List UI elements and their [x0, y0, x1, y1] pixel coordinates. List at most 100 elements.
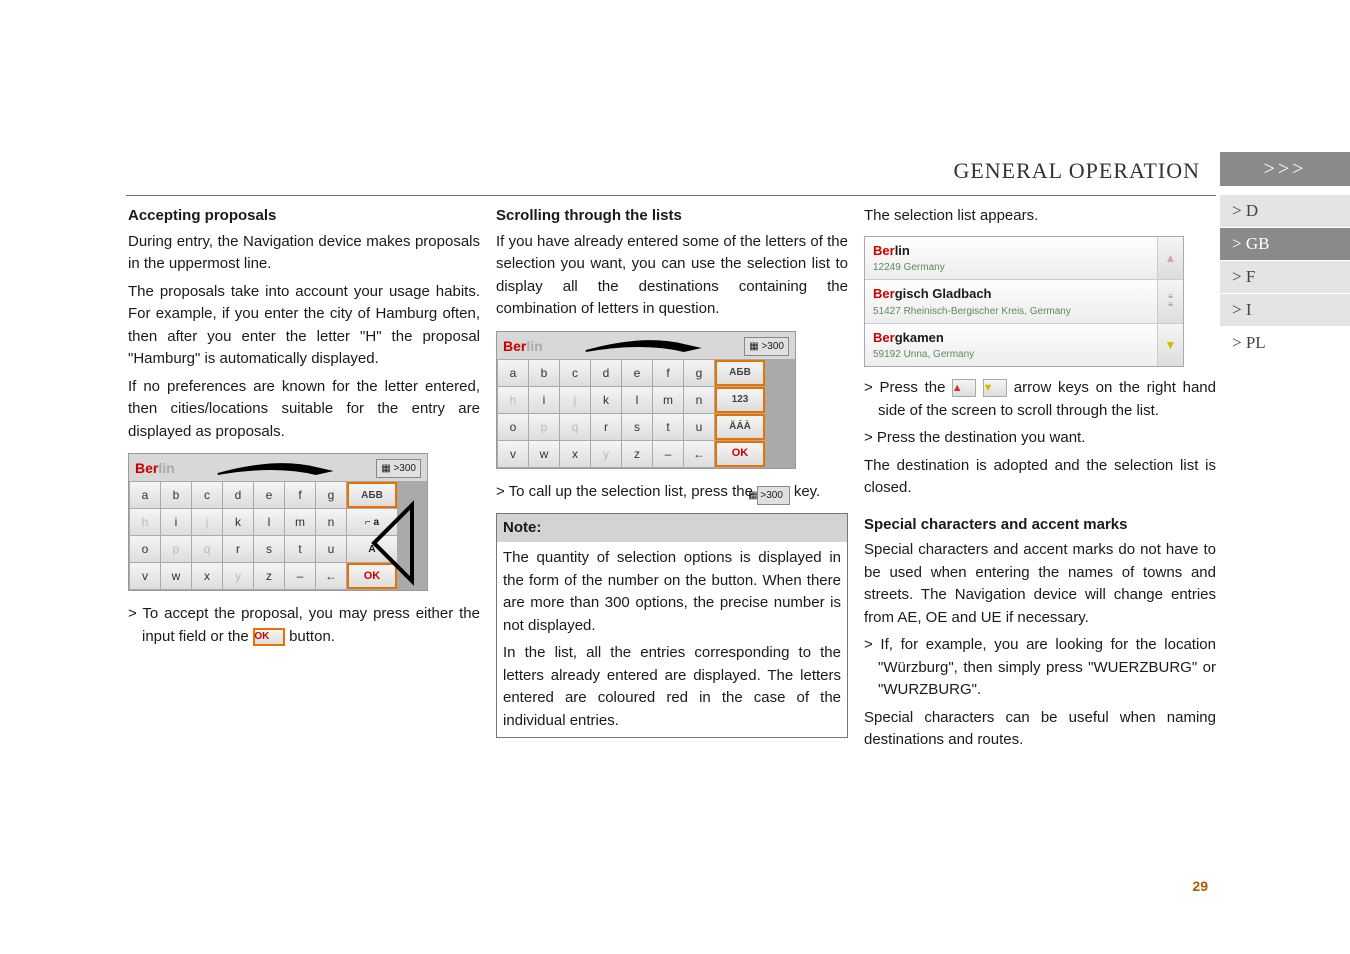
kb-input: Berlin [135, 458, 175, 479]
kb-key: r [223, 536, 253, 562]
list-item: Berlin12249 Germany▲ [865, 237, 1183, 281]
list-count-badge: ▦ >300 [376, 459, 421, 478]
kb-key: o [498, 414, 528, 440]
chapter-arrow: >>> [1220, 152, 1350, 186]
text: > Press the [864, 379, 952, 396]
kb-key: c [560, 360, 590, 386]
lang-tab: > F [1220, 261, 1350, 294]
kb-key: j [560, 387, 590, 413]
kb-key: x [560, 441, 590, 467]
kb-key: d [223, 482, 253, 508]
kb-key: y [223, 563, 253, 589]
kb-side-key: ÄÁÀ [715, 414, 765, 440]
kb-key: m [653, 387, 683, 413]
list-item: Bergkamen59192 Unna, Germany▼ [865, 324, 1183, 367]
text: If you have already entered some of the … [496, 231, 848, 321]
scroll-up-icon: ▲ [1157, 237, 1183, 280]
text: key. [794, 483, 820, 500]
note-heading: Note: [496, 513, 848, 543]
note-body: The quantity of selection options is dis… [496, 542, 848, 738]
kb-key: q [192, 536, 222, 562]
text: Special characters and accent marks do n… [864, 539, 1216, 629]
kb-key: j [192, 509, 222, 535]
lang-tab: > D [1220, 195, 1350, 228]
selection-list-screenshot: Berlin12249 Germany▲Bergisch Gladbach514… [864, 236, 1184, 368]
kb-key: d [591, 360, 621, 386]
kb-key: h [130, 509, 160, 535]
kb-key: h [498, 387, 528, 413]
kb-key: t [653, 414, 683, 440]
kb-key: z [622, 441, 652, 467]
language-tabs: > D> GB> F> I> PL [1220, 195, 1350, 360]
column-1: Accepting proposals During entry, the Na… [128, 205, 480, 757]
kb-side-key: OK [347, 563, 397, 589]
kb-key: y [591, 441, 621, 467]
kb-key: – [653, 441, 683, 467]
kb-key: i [161, 509, 191, 535]
swoosh-icon [549, 338, 739, 354]
kb-key: w [161, 563, 191, 589]
kb-key: t [285, 536, 315, 562]
kb-side-key: 123 [715, 387, 765, 413]
kb-key: g [684, 360, 714, 386]
kb-key: l [254, 509, 284, 535]
kb-key: p [529, 414, 559, 440]
text: The quantity of selection options is dis… [503, 547, 841, 637]
up-arrow-icon: ▲ [952, 379, 976, 397]
kb-key: b [529, 360, 559, 386]
list-count-badge: ▦ >300 [744, 337, 789, 356]
kb-key: g [316, 482, 346, 508]
kb-key: e [254, 482, 284, 508]
heading-accepting: Accepting proposals [128, 205, 480, 228]
kb-input: Berlin [503, 336, 543, 357]
ok-button-icon: OK [253, 628, 285, 646]
bullet-press-destination: > Press the destination you want. [864, 427, 1216, 450]
kb-key: s [254, 536, 284, 562]
page-number: 29 [1192, 878, 1208, 894]
text: Special characters can be useful when na… [864, 707, 1216, 752]
bullet-call-list: > To call up the selection list, press t… [496, 481, 848, 505]
kb-key: a [498, 360, 528, 386]
kb-key: k [591, 387, 621, 413]
list-count-badge-icon: ▦ >300 [757, 486, 790, 505]
bullet-press-arrows: > Press the ▲ ▼ arrow keys on the right … [864, 377, 1216, 422]
kb-key: u [684, 414, 714, 440]
kb-key: n [684, 387, 714, 413]
kb-key: p [161, 536, 191, 562]
kb-key: l [622, 387, 652, 413]
down-arrow-icon: ▼ [983, 379, 1007, 397]
kb-key: c [192, 482, 222, 508]
column-2: Scrolling through the lists If you have … [496, 205, 848, 757]
lang-tab: > I [1220, 294, 1350, 327]
bullet-accept-proposal: > To accept the proposal, you may press … [128, 603, 480, 648]
kb-key: v [498, 441, 528, 467]
kb-key: b [161, 482, 191, 508]
kb-key: ← [316, 563, 346, 589]
kb-key: v [130, 563, 160, 589]
scroll-bar-icon: ≡≡ [1157, 280, 1183, 323]
kb-key: f [653, 360, 683, 386]
kb-key: i [529, 387, 559, 413]
kb-key: e [622, 360, 652, 386]
text: > To call up the selection list, press t… [496, 483, 757, 500]
kb-key: n [316, 509, 346, 535]
bullet-wuerzburg: > If, for example, you are looking for t… [864, 634, 1216, 702]
kb-key: o [130, 536, 160, 562]
text: The proposals take into account your usa… [128, 281, 480, 371]
kb-side-key: A [347, 536, 397, 562]
chapter-title: GENERAL OPERATION [953, 158, 1200, 184]
kb-key: u [316, 536, 346, 562]
kb-key: m [285, 509, 315, 535]
kb-key: x [192, 563, 222, 589]
text: The selection list appears. [864, 205, 1216, 228]
kb-key: z [254, 563, 284, 589]
kb-key: s [622, 414, 652, 440]
text: The destination is adopted and the selec… [864, 455, 1216, 500]
keyboard-screenshot-2: Berlin▦ >300abcdefgАБВhijklmn123opqrstuÄ… [496, 331, 796, 469]
scroll-down-icon: ▼ [1157, 324, 1183, 367]
text: In the list, all the entries correspondi… [503, 642, 841, 732]
kb-side-key: OK [715, 441, 765, 467]
lang-tab: > PL [1220, 327, 1350, 360]
heading-scrolling: Scrolling through the lists [496, 205, 848, 228]
kb-side-key: АБВ [347, 482, 397, 508]
